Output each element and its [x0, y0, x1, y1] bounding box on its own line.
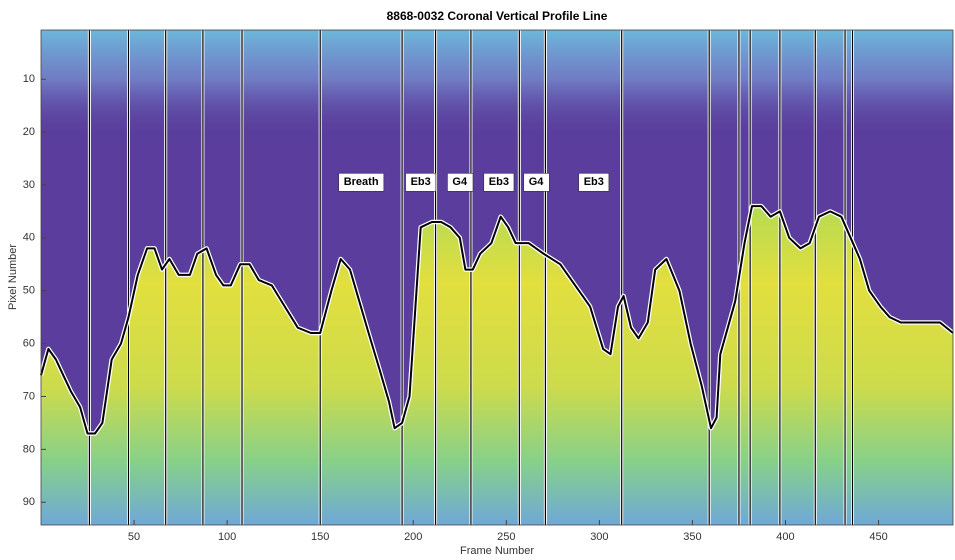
chart-title: 8868-0032 Coronal Vertical Profile Line	[387, 9, 608, 23]
x-tick-label: 200	[404, 531, 422, 543]
annotation-label: G4	[452, 176, 468, 188]
y-tick-label: 40	[23, 232, 35, 244]
annotation-label: Breath	[344, 176, 379, 188]
annotation-label: G4	[529, 176, 545, 188]
x-axis-label: Frame Number	[460, 545, 534, 557]
x-tick-label: 150	[311, 531, 329, 543]
y-tick-label: 20	[23, 126, 35, 138]
y-tick-label: 80	[23, 443, 35, 455]
annotation-label: Eb3	[489, 176, 509, 188]
page: {"chart_data": { "type": "line", "title"…	[0, 0, 955, 560]
x-tick-label: 350	[683, 531, 701, 543]
x-tick-label: 100	[218, 531, 236, 543]
x-tick-label: 300	[590, 531, 608, 543]
y-tick-label: 30	[23, 179, 35, 191]
y-tick-label: 90	[23, 496, 35, 508]
annotation-label: Eb3	[411, 176, 431, 188]
y-axis-label: Pixel Number	[7, 244, 19, 310]
x-tick-label: 50	[128, 531, 140, 543]
x-tick-label: 450	[869, 531, 887, 543]
y-tick-label: 50	[23, 285, 35, 297]
y-tick-label: 60	[23, 338, 35, 350]
y-tick-label: 70	[23, 390, 35, 402]
chart: 8868-0032 Coronal Vertical Profile Line …	[0, 0, 955, 560]
annotation-label: Eb3	[584, 176, 604, 188]
y-tick-label: 10	[23, 73, 35, 85]
x-tick-label: 250	[497, 531, 515, 543]
x-tick-label: 400	[776, 531, 794, 543]
